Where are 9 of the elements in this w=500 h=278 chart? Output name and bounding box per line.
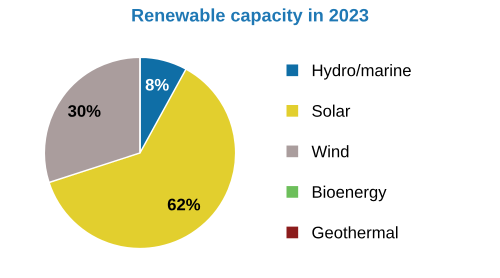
legend-label: Bioenergy (312, 186, 387, 202)
legend-label: Hydro/marine (312, 64, 411, 80)
legend-label: Solar (312, 104, 350, 117)
legend-label: Wind (312, 145, 348, 158)
chart-title: Renewable capacity in 2023 (132, 8, 368, 26)
data-label: 62% (168, 198, 200, 210)
data-label: 8% (146, 78, 169, 91)
data-label: 30% (68, 105, 101, 117)
legend-label: Geothermal (312, 226, 398, 238)
